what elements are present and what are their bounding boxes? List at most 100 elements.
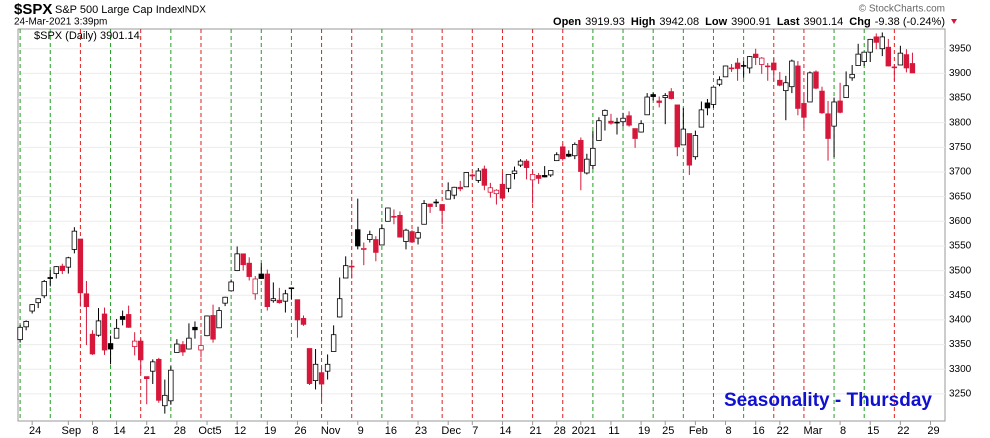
candle-body [710,86,717,105]
candle-body [53,266,59,274]
candle-body [264,273,271,308]
candle-body [517,160,524,166]
quote-label: Open [553,16,581,28]
candle-body [644,96,650,116]
candle-body [41,281,47,297]
y-tick-label: 3600 [949,216,972,227]
candle-body [680,128,687,146]
candle-body [228,281,234,292]
candle-body [819,90,825,114]
candle-body [511,170,518,174]
candle-body [415,232,421,239]
candle-body [192,326,198,331]
candle-body [650,94,656,97]
x-tick-label: 19 [264,425,276,437]
candle-body [789,60,795,88]
candle-body [795,65,801,109]
candle-body [662,95,668,98]
candle-body [131,340,138,347]
candle-body [385,207,391,222]
candle-body [258,273,264,279]
candle-body [144,376,150,379]
candle-body [156,358,162,401]
candle-body [614,121,620,124]
candle-body [457,186,463,190]
y-tick-label: 3550 [949,241,972,252]
candle-body [373,239,379,253]
candle-body [475,170,482,181]
candle-body [427,203,433,207]
candle-body [137,340,144,361]
quote-arrow [951,19,957,24]
candle-body [746,56,753,69]
candle-body [336,298,343,318]
plot: 3250 3300 3350 3400 3450 3500 3550 3600 3650 3700… [17,29,972,437]
candle-body [421,203,427,225]
candle-body [83,293,90,308]
candle-body [222,296,228,304]
candle-body [752,53,759,58]
candle-body [162,394,168,407]
y-tick-label: 3300 [949,364,972,375]
candle-body [487,187,494,193]
candle-body [342,265,349,279]
candle-body [578,140,584,172]
x-tick-label: 16 [753,425,765,437]
candle-body [65,257,72,268]
candle-body [771,62,777,71]
date: 24-Mar-2021 3:39pm [14,17,107,28]
candle-body [523,160,530,168]
candle-body [180,344,186,353]
x-tick-label: 14 [113,425,125,437]
x-tick-label: 29 [927,425,939,437]
quote-value: 3901.14 [804,16,844,28]
x-tick-label: Nov [321,425,341,437]
candle-body [903,54,910,69]
candle-body [692,135,699,158]
candle-body [554,154,560,162]
candle-body [23,320,29,328]
x-tick-label: Sep [62,425,82,437]
candle-body [119,316,126,320]
y-tick-label: 3850 [949,93,972,104]
candle-body [391,215,397,218]
candle-body [529,174,536,181]
x-tick-label: 15 [867,425,879,437]
annotation: Seasonality - Thursday [724,390,932,411]
candle-body [765,65,771,68]
y-tick-label: 3750 [949,142,972,153]
x-tick-label: 23 [415,425,427,437]
x-tick-label: 24 [29,425,41,437]
y-tick-label: 3500 [949,265,972,276]
x-tick-label: 22 [777,425,789,437]
candle-body [728,67,735,70]
candle-body [608,120,614,124]
candle-body [433,201,439,204]
candle-body [150,361,156,372]
candle-body [95,320,102,336]
x-tick-label: 14 [499,425,511,437]
candle-body [632,128,638,139]
candle-body [704,102,711,109]
x-tick-label: 11 [608,425,619,437]
candle-body [29,304,35,312]
candle-body [35,298,41,304]
candle-body [722,65,729,78]
candle-body [168,369,174,402]
x-tick-label: 22 [897,425,909,437]
candle-body [125,314,132,328]
quote-label: Chg [849,16,870,28]
x-tick-label: Mar [803,425,822,437]
candle-body [282,293,289,302]
quote: Open 3919.93 High 3942.08 Low 3900.91 Last 3901… [553,16,957,28]
quote-label: Last [777,16,800,28]
candle-body [210,315,216,340]
exchange: INDX [182,5,206,16]
quote-label: Low [705,16,727,28]
candle-body [801,103,807,118]
y-tick-label: 3350 [949,339,972,350]
candle-body [439,204,445,211]
candle-body [626,115,632,126]
candle-body [807,72,813,103]
